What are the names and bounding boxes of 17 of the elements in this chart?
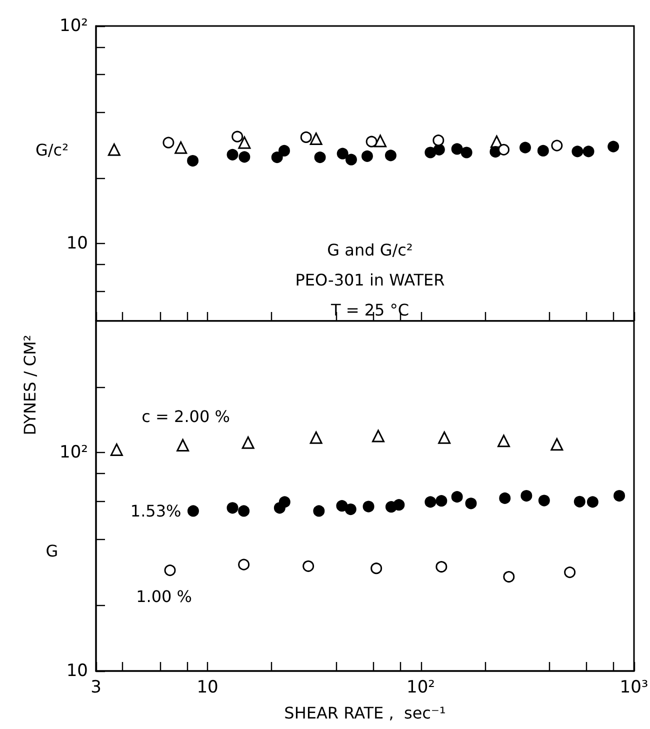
annotation: G and G/c² (327, 240, 413, 260)
y-tick-label: 10 (66, 661, 88, 681)
annotation: PEO-301 in WATER (295, 270, 445, 290)
x-tick-label: 10 (196, 678, 218, 698)
y-axis-title: DYNES / CM² (20, 334, 40, 436)
y-tick-label: 10² (60, 16, 88, 36)
x-tick-label: 10³ (620, 678, 648, 698)
x-tick-label: 3 (90, 678, 102, 698)
y-tick-label: 10² (60, 442, 88, 463)
series-label: 1.53% (130, 501, 182, 520)
x-axis-title: SHEAR RATE , sec⁻¹ (284, 704, 446, 722)
series-label: c = 2.00 % (142, 407, 230, 426)
text: G (46, 542, 58, 560)
series-label: 1.00 % (136, 586, 192, 606)
text: G/c² (36, 140, 68, 160)
x-tick-label: 10² (406, 678, 435, 698)
y-tick-label: 10 (66, 233, 88, 254)
